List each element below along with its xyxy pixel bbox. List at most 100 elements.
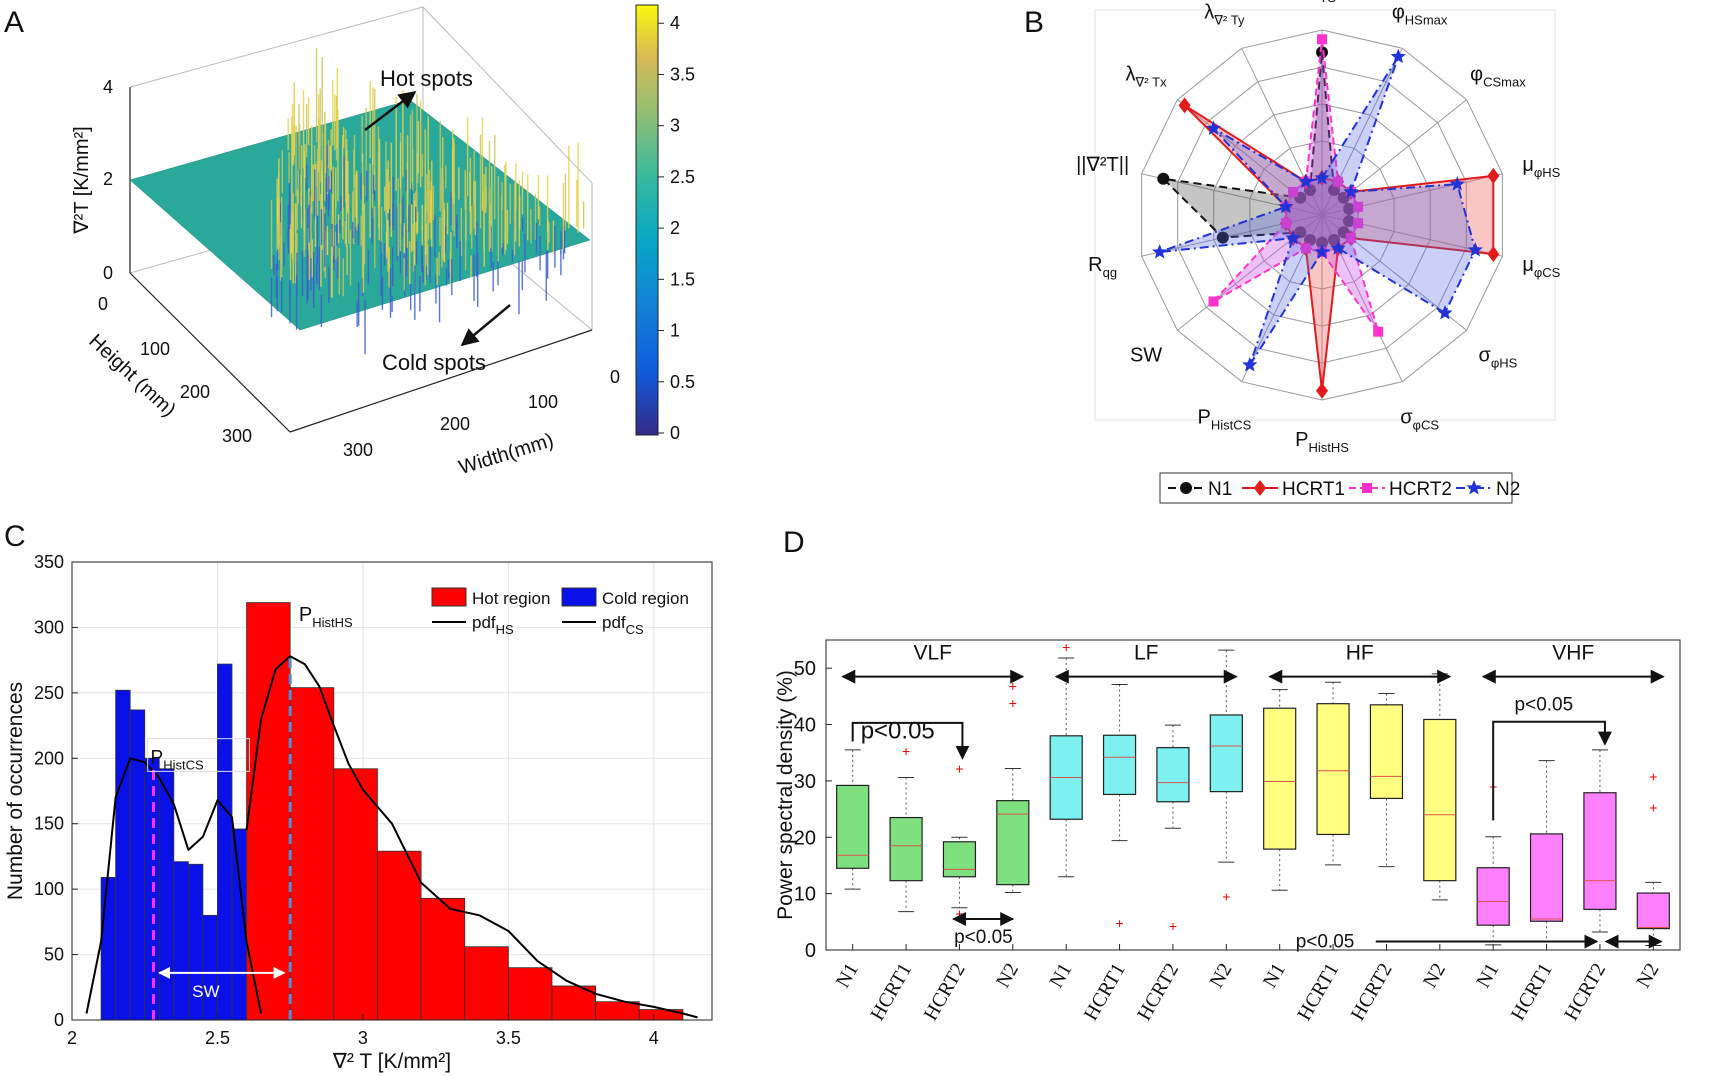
hist-bar <box>464 946 509 1021</box>
legend-label-pdf-hs: pdfHS <box>472 613 514 637</box>
hist-phist-cs-label: PHistCS <box>151 748 204 773</box>
hist-y-tick-label: 100 <box>34 879 64 899</box>
radar-point <box>1216 231 1229 244</box>
colorbar-tick-label: 3.5 <box>670 64 695 84</box>
p-value-label: p<0.05 <box>1515 694 1574 715</box>
box-outlier: + <box>902 743 910 759</box>
box-y-tick-label: 40 <box>794 715 816 737</box>
box-body <box>996 800 1030 886</box>
box-x-tick-label: N2 <box>992 960 1023 992</box>
hist-sw-label: SW <box>192 982 219 1001</box>
legend-marker <box>1362 483 1372 493</box>
width-axis-label: Width(mm) <box>456 429 556 479</box>
radar-point <box>1285 230 1301 245</box>
legend-label: HCRT1 <box>1282 479 1345 500</box>
hist-y-tick-label: 300 <box>34 617 64 637</box>
box-y-tick-label: 10 <box>794 884 816 906</box>
box-x-tick-label: N1 <box>832 960 863 992</box>
box-body <box>1369 704 1404 799</box>
width-tick: 300 <box>343 440 373 460</box>
radar-point <box>1487 246 1500 263</box>
radar-axis-label: σφCS <box>1400 407 1439 433</box>
box-x-tick-label: HCRT1 <box>866 960 916 1025</box>
box-y-tick-label: 50 <box>794 658 816 680</box>
radar-axis-label: Rqg <box>1088 254 1117 280</box>
hist-bar <box>289 687 335 1021</box>
radar-point <box>1343 202 1356 215</box>
radar-point <box>1467 242 1483 257</box>
hist-y-tick-label: 50 <box>44 945 64 965</box>
height-tick: 0 <box>98 294 108 314</box>
box-x-tick-label: N2 <box>1205 960 1236 992</box>
width-tick: 100 <box>528 392 558 412</box>
spike-field <box>270 48 585 355</box>
radar-point <box>1298 173 1314 189</box>
box-body <box>1583 792 1617 911</box>
radar-point <box>1278 198 1294 214</box>
colorbar-tick-label: 0 <box>670 423 680 443</box>
radar-point <box>1152 244 1168 259</box>
box-y-label: Power spectral density (%) <box>774 670 797 920</box>
colorbar <box>635 4 659 436</box>
box-body <box>1636 892 1670 930</box>
box-body <box>1423 718 1457 882</box>
radar-point <box>1316 236 1328 249</box>
hist-bar <box>420 897 466 1021</box>
z-tick: 4 <box>103 77 113 97</box>
hist-bar <box>507 967 553 1021</box>
box-body <box>1529 833 1564 922</box>
hist-bar <box>202 914 218 1021</box>
box-body <box>1156 747 1190 803</box>
radar-point <box>1343 183 1359 199</box>
hist-x-tick-label: 3.5 <box>496 1028 521 1048</box>
box-x-tick-label: N1 <box>1045 960 1076 992</box>
box-body <box>1316 703 1350 836</box>
radar-point <box>1390 48 1406 64</box>
radar-point <box>1294 226 1307 239</box>
box-outlier: + <box>1169 918 1177 934</box>
radar-axis-label: λ∇² Ty <box>1204 1 1245 27</box>
legend-marker <box>1254 480 1266 496</box>
radar-point <box>1343 215 1356 228</box>
box-outlier: + <box>1009 695 1017 711</box>
box-outlier: + <box>1009 678 1017 694</box>
colorbar-tick-label: 0.5 <box>670 372 695 392</box>
radar-axis-label: σφHS <box>1478 344 1517 370</box>
radar-point <box>1333 176 1344 187</box>
hist-zoom-box <box>147 738 250 772</box>
box-body <box>1102 734 1137 796</box>
hot-spots-label: Hot spots <box>380 66 473 91</box>
hist-x-tick-label: 3 <box>358 1028 368 1048</box>
legend-label-pdf-cs: pdfCS <box>602 613 644 637</box>
box-outlier: + <box>1649 768 1657 784</box>
radar-point <box>1317 34 1327 45</box>
flat-plane <box>129 99 591 331</box>
width-tick: 200 <box>440 414 470 434</box>
radar-point <box>1345 233 1356 244</box>
z-axis-label: ∇²T [K/mm²] <box>71 126 93 234</box>
width-tick: 0 <box>610 367 620 387</box>
box-y-tick-label: 30 <box>794 771 816 793</box>
hist-y-tick-label: 250 <box>34 683 64 703</box>
radar-point <box>1157 172 1170 185</box>
band-label: LF <box>1134 642 1159 665</box>
legend-label: HCRT2 <box>1389 479 1452 500</box>
box-x-tick-label: N1 <box>1259 960 1290 992</box>
hist-bar <box>158 768 175 1021</box>
box-body <box>836 784 870 869</box>
box-x-tick-label: HCRT1 <box>1080 960 1130 1025</box>
box-y-tick-label: 20 <box>794 827 816 849</box>
hist-curve-pdf-cs <box>85 757 263 1014</box>
colorbar-tick-label: 2 <box>670 218 680 238</box>
p-value-label: p<0.05 <box>861 718 935 745</box>
hist-y-tick-label: 200 <box>34 748 64 768</box>
colorbar-tick-label: 1 <box>670 321 680 341</box>
hist-x-label: ∇² T [K/mm²] <box>332 1050 451 1073</box>
colorbar-ticks: 0 0.5 1 1.5 2 2.5 3 3.5 4 <box>658 13 695 443</box>
legend-marker <box>1466 480 1482 495</box>
hist-y-label: Number of occurrences <box>4 682 27 900</box>
surface-plot: 4 2 0 ∇²T [K/mm²] 0 100 200 300 Height (… <box>71 4 695 479</box>
legend-label-cold: Cold region <box>602 589 689 608</box>
box-outlier: + <box>955 761 963 777</box>
